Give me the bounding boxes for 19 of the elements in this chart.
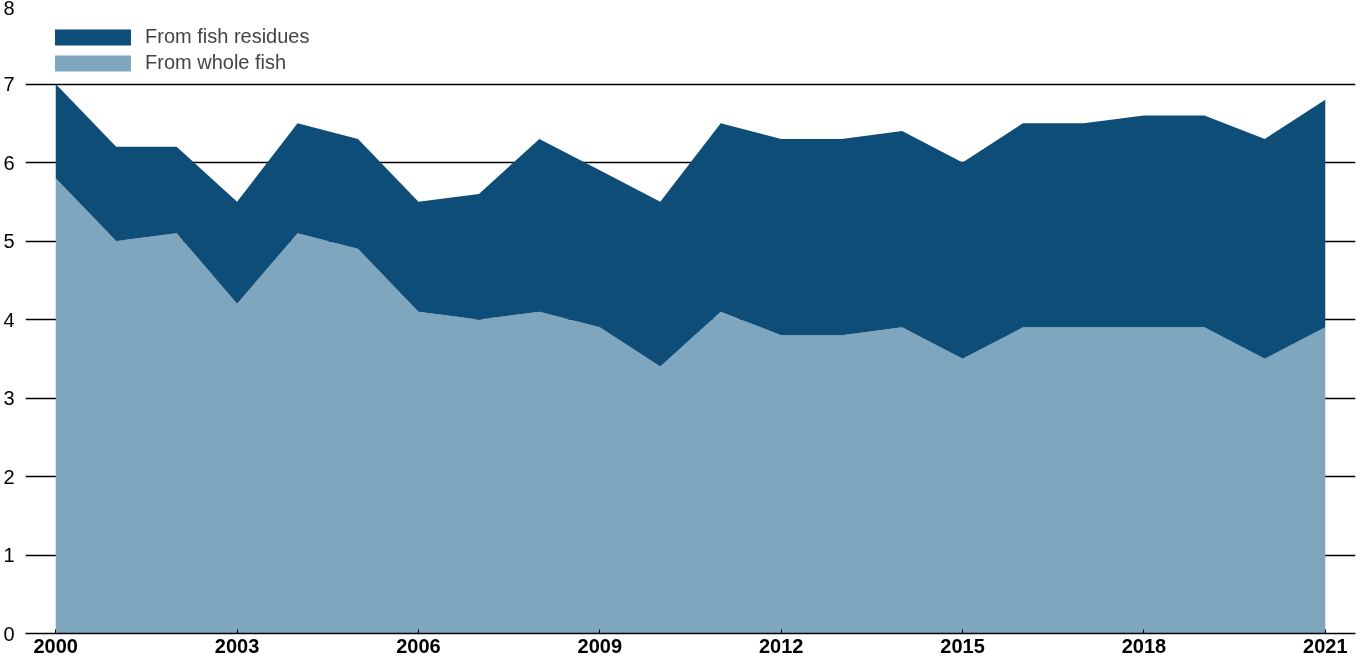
x-tick-label: 2015	[940, 634, 985, 657]
y-tick-label: 3	[3, 387, 15, 409]
legend-label: From fish residues	[145, 25, 310, 48]
x-tick-label: 2021	[1303, 634, 1348, 657]
y-tick-label: 6	[3, 151, 15, 174]
y-tick-label: 2	[3, 465, 15, 488]
y-tick-label: 1	[3, 544, 15, 566]
y-tick-label: 4	[3, 308, 15, 331]
y-tick-label: 7	[3, 73, 15, 95]
x-tick-label: 2012	[758, 634, 804, 657]
legend-label: From whole fish	[145, 51, 287, 74]
x-tick-label: 2000	[33, 634, 78, 657]
x-tick-label: 2003	[214, 634, 260, 657]
x-tick-label: 2009	[577, 634, 623, 657]
y-tick-label: 0	[3, 622, 15, 645]
y-tick-label: 8	[3, 0, 15, 19]
x-tick-label: 2018	[1121, 634, 1167, 657]
y-tick-label: 5	[3, 230, 15, 252]
x-tick-label: 2006	[396, 634, 441, 657]
